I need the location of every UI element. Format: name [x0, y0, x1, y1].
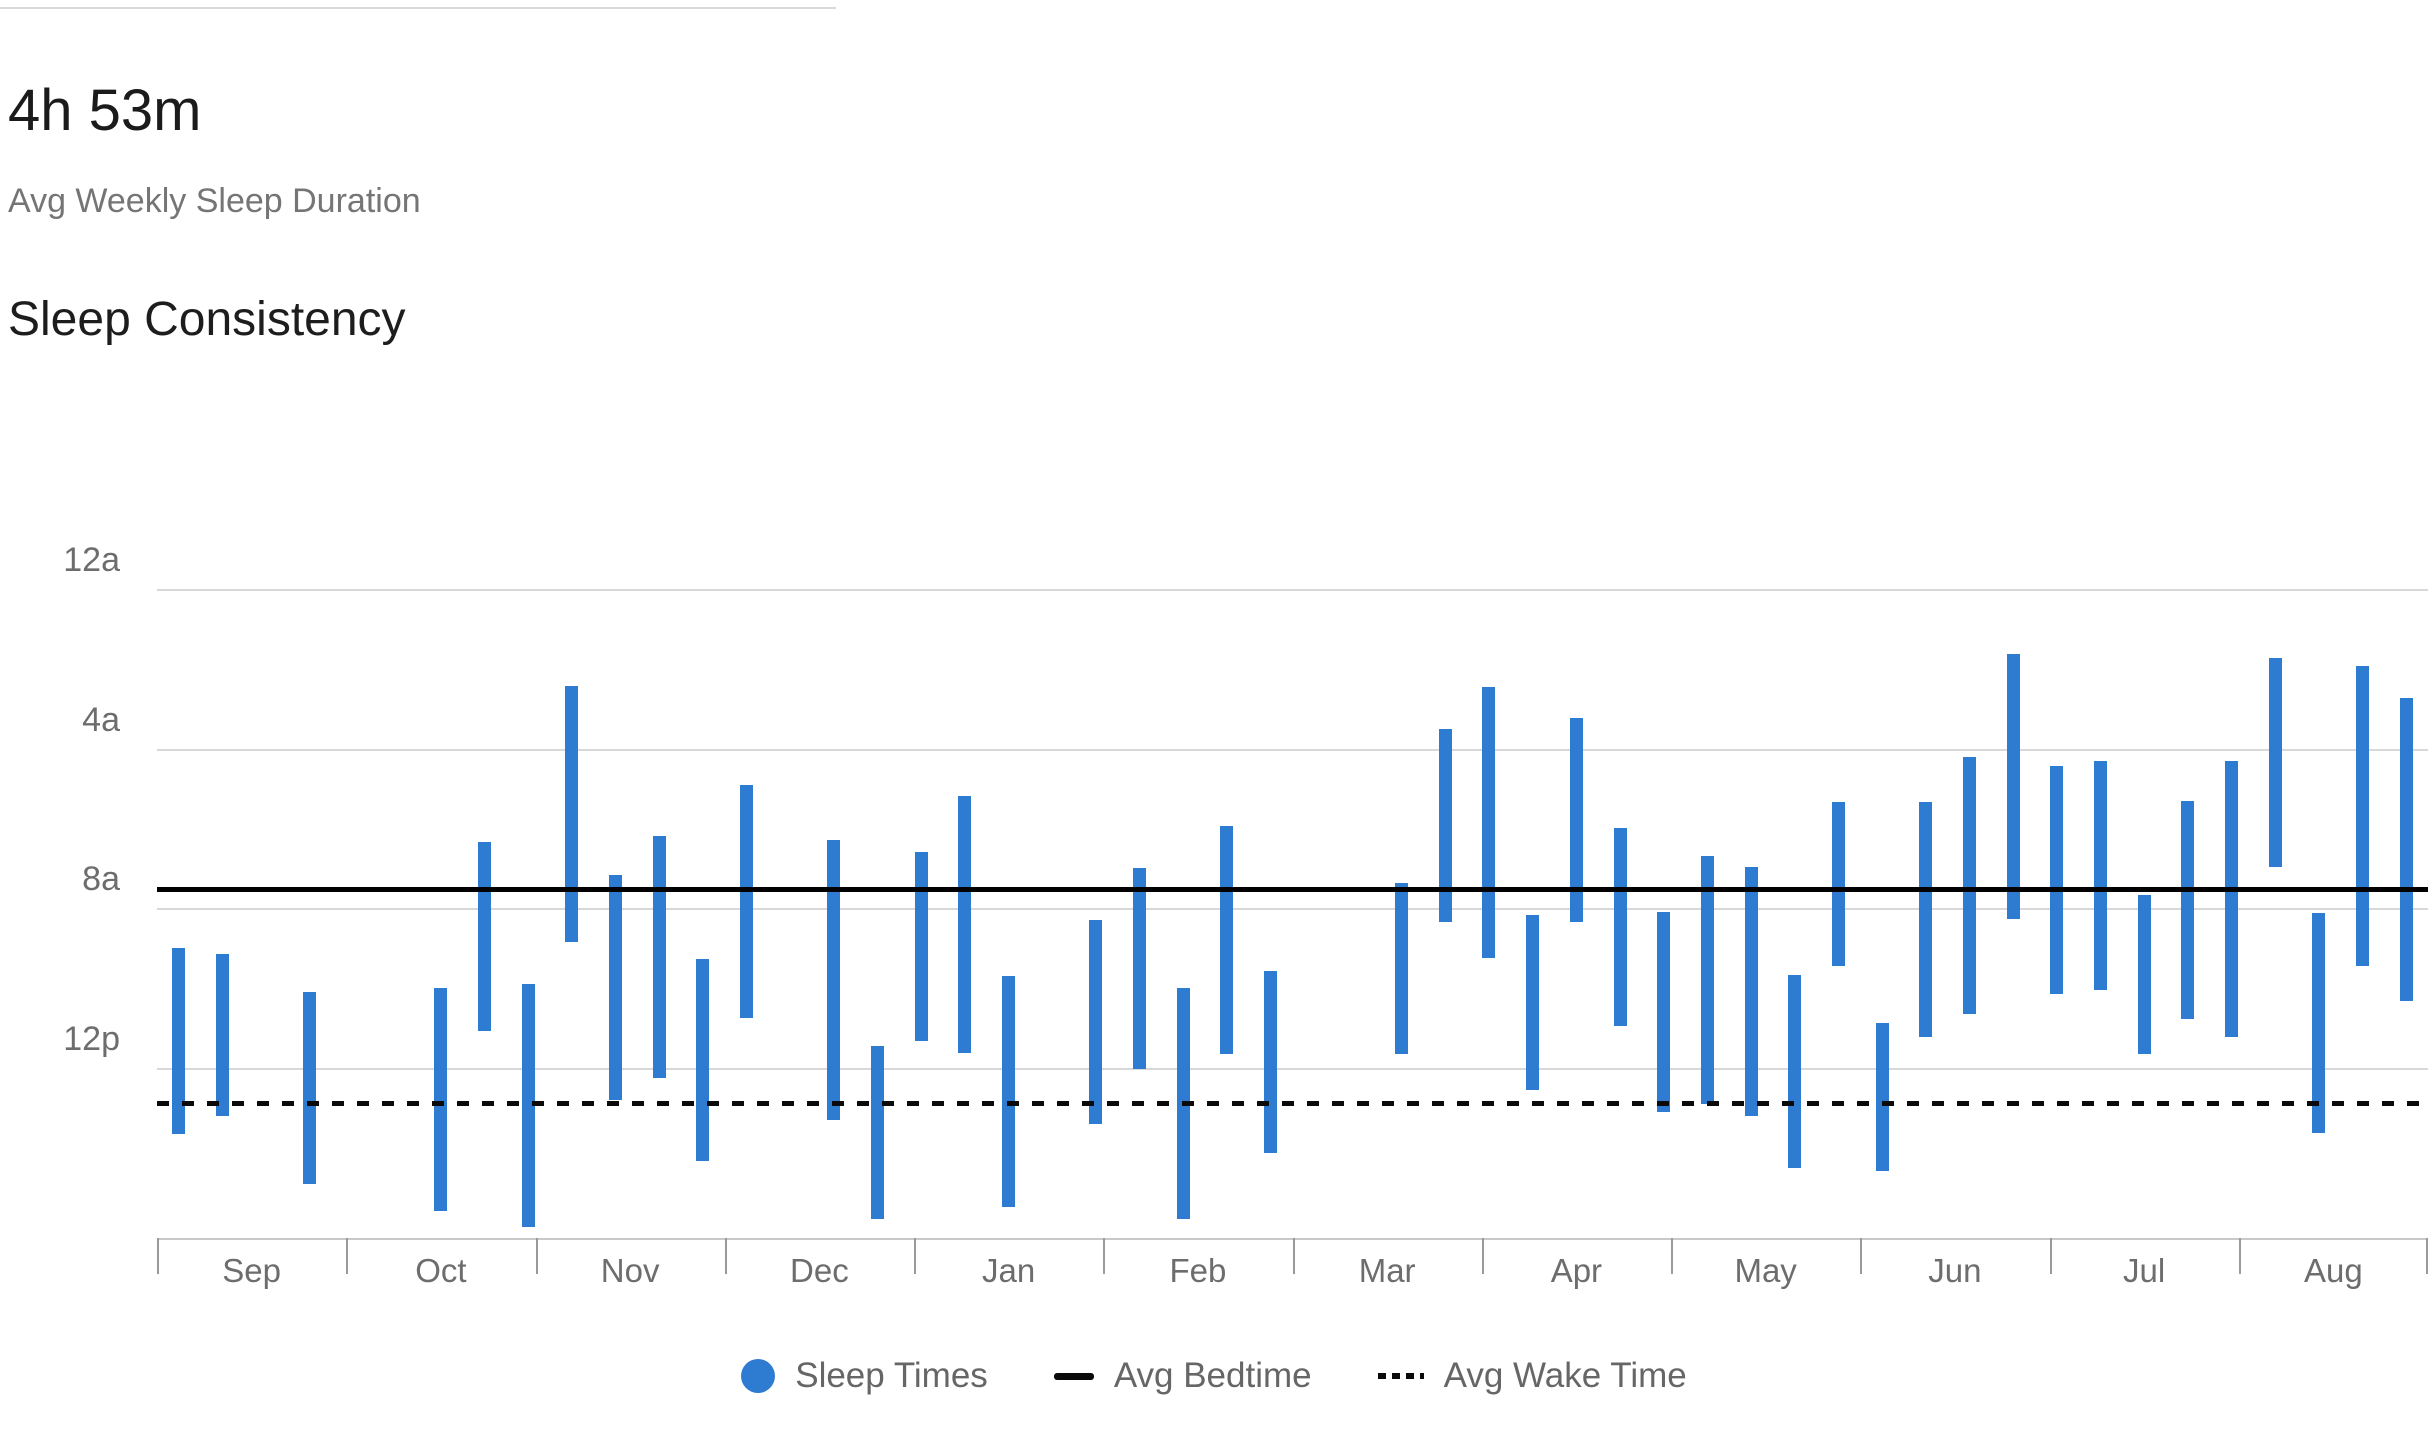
y-gridline-8a	[157, 908, 2428, 911]
sleep-bar-week-51[interactable]	[2399, 697, 2413, 1001]
sleep-bar-week-48[interactable]	[2268, 657, 2282, 867]
x-axis-tick	[2049, 1238, 2052, 1274]
y-gridline-12p	[157, 1067, 2428, 1070]
y-axis-time-label: 12p	[63, 1019, 120, 1058]
sleep-bar-week-50[interactable]	[2355, 666, 2369, 967]
sleep-bar-week-43[interactable]	[2050, 766, 2064, 994]
sleep-bar-week-21[interactable]	[1089, 920, 1103, 1124]
y-axis-time-label: 12a	[63, 541, 120, 579]
sleep-bar-week-47[interactable]	[2224, 761, 2238, 1038]
top-divider	[0, 7, 836, 9]
x-axis-tick	[1103, 1238, 1106, 1274]
y-gridline-12a	[157, 589, 2428, 591]
sleep-bar-week-12[interactable]	[696, 958, 710, 1161]
sleep-bar-week-0[interactable]	[172, 948, 186, 1135]
x-axis-tick	[2426, 1238, 2428, 1274]
avg-wake-time-line	[157, 1100, 2428, 1106]
x-axis-month-label-dec: Dec	[790, 1252, 849, 1289]
sleep-bar-week-36[interactable]	[1744, 867, 1758, 1116]
sleep-bar-week-46[interactable]	[2181, 800, 2195, 1019]
x-axis-tick	[157, 1238, 159, 1274]
sleep-bar-week-3[interactable]	[303, 991, 317, 1184]
sleep-bar-week-38[interactable]	[1831, 802, 1845, 966]
sleep-bar-week-44[interactable]	[2093, 761, 2107, 991]
x-axis-month-label-aug: Aug	[2304, 1252, 2363, 1289]
sleep-bar-week-7[interactable]	[478, 841, 491, 1032]
legend-item-sleep-times[interactable]: Sleep Times	[741, 1356, 988, 1396]
sleep-bar-week-49[interactable]	[2312, 912, 2326, 1133]
avg-sleep-duration-label: Avg Weekly Sleep Duration	[8, 182, 421, 220]
sleep-bar-week-22[interactable]	[1133, 868, 1147, 1070]
x-axis-tick	[1671, 1238, 1673, 1274]
sleep-bar-week-41[interactable]	[1962, 756, 1976, 1014]
sleep-bar-week-11[interactable]	[652, 836, 666, 1078]
x-axis-month-label-jan: Jan	[982, 1252, 1036, 1289]
chart-legend: Sleep Times Avg Bedtime Avg Wake Time	[0, 1356, 2428, 1396]
sleep-times-dot-icon	[741, 1359, 776, 1393]
x-axis-month-label-jul: Jul	[2123, 1252, 2166, 1289]
x-axis-tick	[1481, 1238, 1484, 1274]
avg-wake-dotted-icon	[1377, 1373, 1424, 1379]
avg-sleep-duration-value: 4h 53m	[8, 78, 202, 143]
x-axis-month-label-may: May	[1734, 1252, 1797, 1289]
sleep-bar-week-35[interactable]	[1700, 855, 1714, 1104]
x-axis-month-label-sep: Sep	[222, 1252, 281, 1289]
x-axis-tick	[1860, 1238, 1863, 1274]
legend-item-avg-bedtime[interactable]: Avg Bedtime	[1053, 1356, 1312, 1396]
sleep-bar-week-37[interactable]	[1788, 974, 1802, 1168]
legend-label: Avg Bedtime	[1113, 1356, 1312, 1395]
sleep-bar-week-42[interactable]	[2006, 654, 2020, 919]
avg-bedtime-line-icon	[1053, 1372, 1094, 1380]
sleep-bar-week-45[interactable]	[2137, 894, 2151, 1055]
sleep-bar-week-18[interactable]	[958, 796, 972, 1054]
sleep-bar-week-32[interactable]	[1569, 717, 1583, 923]
sleep-bar-week-19[interactable]	[1002, 976, 1016, 1208]
x-axis-tick	[346, 1238, 349, 1274]
x-axis-month-label-nov: Nov	[600, 1252, 660, 1289]
sleep-bar-week-24[interactable]	[1220, 825, 1234, 1055]
sleep-bar-week-30[interactable]	[1482, 686, 1496, 959]
sleep-bar-week-34[interactable]	[1657, 912, 1671, 1112]
sleep-bar-week-17[interactable]	[914, 852, 928, 1042]
sleep-bar-week-28[interactable]	[1395, 883, 1409, 1055]
legend-label: Sleep Times	[795, 1356, 988, 1395]
x-axis-month-label-mar: Mar	[1358, 1252, 1416, 1289]
sleep-bar-week-13[interactable]	[740, 784, 754, 1018]
x-axis-tick	[1292, 1238, 1295, 1274]
avg-bedtime-line	[157, 887, 2428, 893]
x-axis-month-label-feb: Feb	[1169, 1252, 1227, 1289]
sleep-consistency-chart[interactable]: 12a 4a 8a 12p Sep Oct Nov Dec Jan Feb Mar Apr May Jun…	[0, 520, 2428, 1300]
x-axis-month-label-oct: Oct	[415, 1252, 467, 1289]
x-axis-month-label-jun: Jun	[1928, 1252, 1982, 1289]
legend-label: Avg Wake Time	[1443, 1356, 1687, 1395]
sleep-bar-week-39[interactable]	[1875, 1023, 1889, 1171]
y-axis-time-label: 8a	[82, 860, 120, 899]
sleep-bar-week-9[interactable]	[565, 685, 579, 943]
y-gridline-4a	[157, 748, 2428, 751]
sleep-bar-week-16[interactable]	[871, 1045, 885, 1220]
sleep-bar-week-1[interactable]	[215, 954, 229, 1116]
sleep-bar-week-25[interactable]	[1264, 971, 1278, 1154]
chart-title: Sleep Consistency	[8, 293, 406, 346]
sleep-bar-week-6[interactable]	[434, 988, 448, 1212]
x-axis-tick	[2238, 1238, 2241, 1274]
sleep-bar-week-29[interactable]	[1438, 729, 1452, 923]
legend-item-avg-wake-time[interactable]: Avg Wake Time	[1377, 1356, 1687, 1396]
x-axis-tick	[724, 1238, 727, 1274]
sleep-bar-week-10[interactable]	[609, 875, 623, 1100]
sleep-bar-week-15[interactable]	[827, 840, 841, 1120]
y-axis-time-label: 4a	[82, 700, 120, 739]
x-axis-tick	[535, 1238, 538, 1274]
sleep-bar-week-33[interactable]	[1613, 828, 1627, 1026]
sleep-bar-week-31[interactable]	[1526, 915, 1540, 1091]
x-axis-tick	[914, 1238, 916, 1274]
x-axis-month-label-apr: Apr	[1550, 1252, 1603, 1289]
sleep-bar-week-40[interactable]	[1919, 802, 1933, 1038]
